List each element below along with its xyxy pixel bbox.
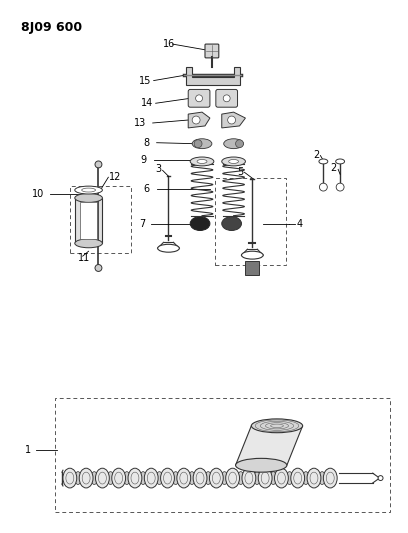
Text: 3: 3 [156, 164, 162, 174]
Ellipse shape [197, 159, 207, 164]
Circle shape [319, 183, 327, 191]
Text: 1: 1 [24, 446, 31, 456]
Ellipse shape [302, 472, 309, 484]
Circle shape [228, 116, 235, 124]
Ellipse shape [275, 468, 288, 488]
FancyBboxPatch shape [205, 44, 219, 58]
Text: 15: 15 [139, 76, 151, 86]
Ellipse shape [307, 468, 321, 488]
Ellipse shape [75, 239, 102, 248]
Polygon shape [235, 426, 303, 465]
Circle shape [192, 116, 200, 124]
Ellipse shape [221, 472, 228, 484]
Circle shape [95, 264, 102, 271]
Ellipse shape [128, 468, 142, 488]
Ellipse shape [107, 472, 114, 484]
Polygon shape [186, 67, 239, 85]
Ellipse shape [253, 472, 260, 484]
Bar [55, 398, 390, 512]
Ellipse shape [91, 472, 98, 484]
Ellipse shape [177, 468, 191, 488]
Text: 11: 11 [78, 253, 90, 263]
Ellipse shape [75, 472, 82, 484]
Text: 4: 4 [297, 219, 303, 229]
Text: 16: 16 [162, 39, 175, 49]
Ellipse shape [228, 159, 239, 164]
Ellipse shape [242, 468, 256, 488]
Ellipse shape [193, 468, 207, 488]
Circle shape [194, 140, 202, 148]
Text: 14: 14 [141, 98, 153, 108]
Circle shape [235, 140, 244, 148]
Ellipse shape [75, 193, 102, 203]
Ellipse shape [63, 468, 77, 488]
Ellipse shape [190, 157, 214, 166]
Ellipse shape [112, 468, 126, 488]
Circle shape [195, 95, 202, 102]
Text: 10: 10 [32, 189, 44, 199]
Ellipse shape [222, 157, 246, 166]
Ellipse shape [82, 188, 95, 192]
Ellipse shape [209, 468, 223, 488]
Ellipse shape [291, 468, 305, 488]
Circle shape [378, 475, 383, 481]
Ellipse shape [140, 472, 146, 484]
Ellipse shape [319, 159, 328, 164]
Ellipse shape [286, 472, 293, 484]
Circle shape [336, 183, 344, 191]
Ellipse shape [157, 244, 180, 252]
Text: 9: 9 [141, 156, 147, 165]
Text: 13: 13 [134, 118, 146, 128]
Ellipse shape [144, 468, 158, 488]
Ellipse shape [242, 251, 263, 259]
Ellipse shape [192, 139, 212, 149]
Ellipse shape [258, 468, 272, 488]
Ellipse shape [251, 419, 303, 433]
Ellipse shape [161, 468, 174, 488]
Ellipse shape [224, 139, 244, 149]
Text: 8: 8 [144, 138, 150, 148]
FancyBboxPatch shape [188, 90, 210, 107]
Ellipse shape [226, 468, 239, 488]
Text: 2: 2 [313, 150, 320, 159]
Ellipse shape [324, 468, 337, 488]
Ellipse shape [222, 217, 242, 230]
Ellipse shape [75, 186, 102, 194]
Bar [80, 202, 98, 239]
Text: 6: 6 [144, 184, 150, 194]
Ellipse shape [188, 472, 195, 484]
Ellipse shape [235, 458, 287, 472]
Ellipse shape [172, 472, 179, 484]
Text: 5: 5 [237, 167, 244, 177]
Bar [215, 178, 286, 265]
Ellipse shape [95, 468, 109, 488]
Polygon shape [222, 112, 246, 128]
Circle shape [95, 161, 102, 168]
Bar [246, 261, 259, 275]
Ellipse shape [270, 472, 277, 484]
Ellipse shape [123, 472, 130, 484]
Ellipse shape [205, 472, 212, 484]
Bar [75, 198, 102, 244]
Ellipse shape [319, 472, 326, 484]
Ellipse shape [156, 472, 163, 484]
Circle shape [223, 95, 230, 102]
Text: 12: 12 [109, 172, 122, 182]
Ellipse shape [336, 159, 345, 164]
Text: 7: 7 [139, 219, 145, 229]
Ellipse shape [79, 468, 93, 488]
Text: 8J09 600: 8J09 600 [20, 21, 82, 35]
Text: 2: 2 [330, 163, 337, 173]
Ellipse shape [190, 217, 210, 230]
Bar [70, 186, 131, 253]
Polygon shape [188, 112, 210, 128]
Ellipse shape [237, 472, 244, 484]
FancyBboxPatch shape [216, 90, 237, 107]
